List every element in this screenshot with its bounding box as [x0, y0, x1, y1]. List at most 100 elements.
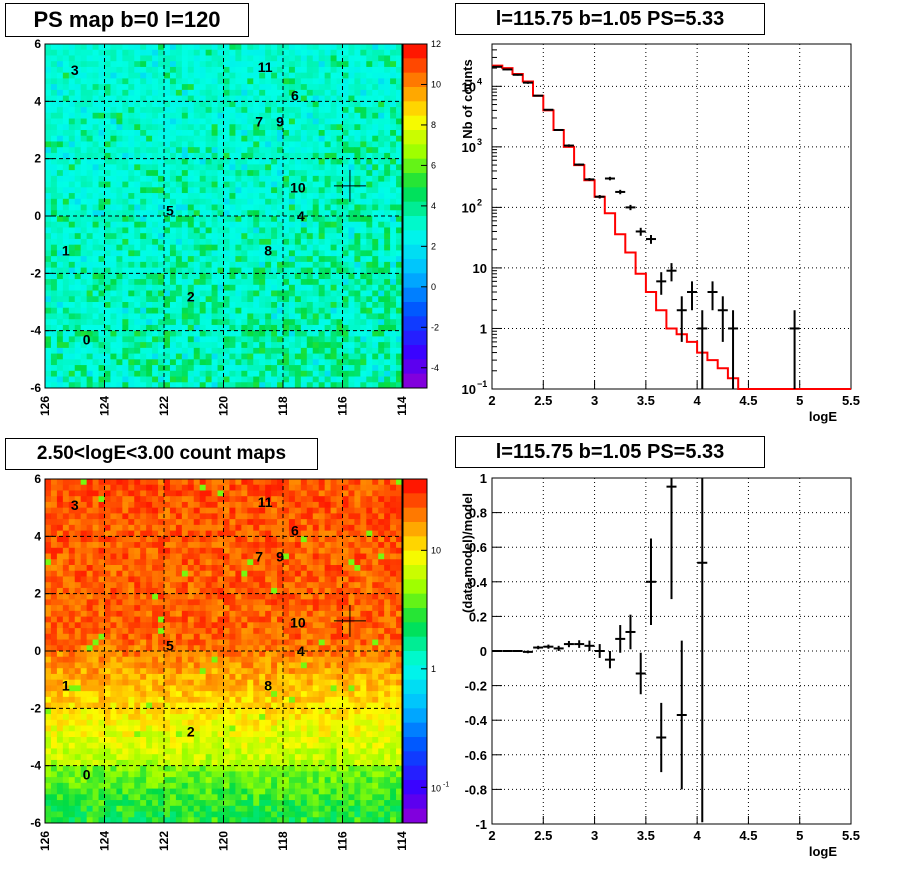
- heatmap-cell: [116, 118, 123, 125]
- heatmap-cell: [158, 49, 165, 56]
- heatmap-cell: [175, 170, 183, 177]
- heatmap-cell: [140, 570, 147, 577]
- heatmap-cell: [229, 175, 236, 182]
- heatmap-cell: [294, 279, 302, 286]
- heatmap-cell: [324, 221, 331, 228]
- heatmap-cell: [378, 347, 385, 354]
- heatmap-cell: [318, 559, 326, 566]
- heatmap-cell: [110, 347, 117, 354]
- heatmap-cell: [205, 359, 212, 366]
- heatmap-cell: [354, 261, 361, 268]
- heatmap-cell: [193, 233, 201, 240]
- heatmap-cell: [110, 582, 117, 589]
- heatmap-cell: [98, 273, 105, 280]
- heatmap-cell: [146, 302, 153, 309]
- heatmap-cell: [330, 204, 337, 211]
- heatmap-cell: [354, 141, 361, 148]
- heatmap-cell: [312, 147, 320, 154]
- heatmap-cell: [187, 319, 195, 326]
- heatmap-cell: [253, 147, 260, 154]
- heatmap-cell: [283, 204, 290, 211]
- heatmap-cell: [164, 542, 171, 549]
- heatmap-cell: [158, 55, 165, 62]
- heatmap-cell: [134, 84, 141, 91]
- heatmap-cell: [223, 359, 230, 366]
- heatmap-cell: [45, 565, 52, 572]
- heatmap-cell: [288, 370, 296, 377]
- heatmap-cell: [324, 135, 331, 142]
- heatmap-cell: [348, 147, 355, 154]
- heatmap-cell: [50, 479, 58, 486]
- heatmap-cell: [265, 336, 272, 343]
- heatmap-cell: [288, 250, 296, 257]
- heatmap-cell: [259, 44, 266, 51]
- heatmap-cell: [104, 175, 111, 182]
- heatmap-cell: [306, 576, 314, 583]
- heatmap-cell: [354, 553, 361, 560]
- heatmap-cell: [146, 216, 153, 223]
- heatmap-cell: [116, 536, 123, 543]
- heatmap-cell: [68, 141, 76, 148]
- colorbar-band: [403, 130, 427, 145]
- heatmap-cell: [140, 376, 147, 383]
- heatmap-cell: [283, 78, 290, 85]
- heatmap-cell: [360, 284, 367, 291]
- heatmap-cell: [152, 89, 159, 96]
- heatmap-cell: [116, 107, 123, 114]
- heatmap-cell: [229, 78, 236, 85]
- heatmap-cell: [384, 112, 391, 119]
- heatmap-cell: [56, 324, 64, 332]
- heatmap-cell: [378, 547, 385, 554]
- heatmap-cell: [45, 484, 52, 491]
- heatmap-cell: [122, 559, 129, 566]
- x-tick-label: 118: [276, 396, 290, 416]
- heatmap-cell: [265, 479, 272, 486]
- heatmap-cell: [80, 365, 88, 372]
- heatmap-cell: [217, 353, 224, 360]
- heatmap-cell: [146, 324, 153, 332]
- heatmap-cell: [128, 112, 135, 119]
- heatmap-cell: [217, 66, 224, 74]
- heatmap-cell: [74, 261, 82, 268]
- heatmap-cell: [181, 290, 189, 297]
- heatmap-cell: [104, 279, 111, 286]
- heatmap-cell: [396, 244, 403, 251]
- heatmap-cell: [134, 101, 141, 108]
- heatmap-cell: [235, 216, 242, 223]
- heatmap-cell: [306, 536, 314, 543]
- x-axis-label: logE: [809, 409, 837, 424]
- heatmap-cell: [68, 479, 76, 486]
- heatmap-cell: [288, 530, 296, 537]
- heatmap-cell: [169, 536, 177, 543]
- heatmap-cell: [288, 256, 296, 263]
- heatmap-cell: [50, 324, 58, 332]
- heatmap-cell: [318, 204, 326, 211]
- heatmap-cell: [205, 112, 212, 119]
- heatmap-cell: [92, 221, 99, 228]
- heatmap-cell: [342, 44, 349, 51]
- heatmap-cell: [50, 216, 58, 223]
- heatmap-cell: [56, 78, 64, 85]
- heatmap-cell: [259, 484, 266, 491]
- heatmap-cell: [300, 273, 308, 280]
- heatmap-cell: [181, 319, 189, 326]
- heatmap-cell: [378, 49, 385, 56]
- heatmap-cell: [294, 187, 302, 194]
- heatmap-cell: [74, 490, 82, 497]
- heatmap-cell: [217, 479, 224, 486]
- heatmap-cell: [211, 513, 218, 520]
- heatmap-cell: [259, 336, 266, 343]
- heatmap-cell: [86, 479, 93, 486]
- heatmap-cell: [253, 89, 260, 96]
- heatmap-cell: [253, 84, 260, 91]
- heatmap-cell: [175, 72, 183, 79]
- heatmap-cell: [253, 170, 260, 177]
- heatmap-cell: [140, 170, 147, 177]
- heatmap-cell: [199, 501, 207, 509]
- heatmap-cell: [116, 181, 123, 188]
- heatmap-cell: [80, 193, 88, 200]
- heatmap-cell: [372, 193, 379, 200]
- heatmap-cell: [164, 256, 171, 263]
- heatmap-cell: [98, 553, 105, 560]
- heatmap-cell: [134, 319, 141, 326]
